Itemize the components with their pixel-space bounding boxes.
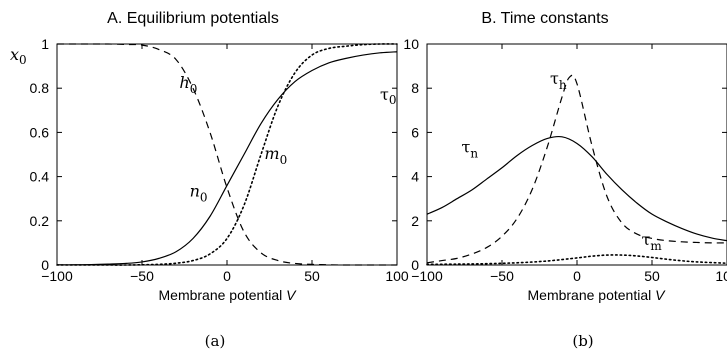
- panel-b-y-axis-label: τ0: [380, 85, 397, 107]
- panel-a-series-0-line: [56, 43, 397, 266]
- panel-b-y-tick-label: 8: [411, 80, 419, 96]
- panel-a-caption: (a): [205, 332, 226, 350]
- panel-b-series-m-line: [426, 254, 727, 266]
- panel-a-y-tick-label: 0: [41, 257, 49, 273]
- panel-a-series-0-line: [56, 43, 398, 266]
- panel-b-series-h-label: τh: [550, 69, 567, 92]
- panel-b-title: B. Time constants: [481, 10, 608, 27]
- panel-a-y-tick-label: 0.8: [30, 80, 50, 96]
- panel-b-x-tick-label: 50: [644, 268, 660, 284]
- panel-a-x-tick-label: 100: [385, 268, 409, 284]
- panel-b-series-m-label: τm: [642, 230, 663, 253]
- panel-a-series-0-label: n0: [190, 181, 208, 204]
- panel-b-series-h-line: [426, 74, 727, 264]
- panel-a: A. Equilibrium potentials x0 Membrane po…: [10, 10, 409, 350]
- panel-a-y-tick-label: 0.2: [30, 213, 50, 229]
- panel-a-y-tick-label: 0.6: [30, 124, 50, 140]
- panel-a-x-tick-label: 0: [223, 268, 231, 284]
- panel-b-y-tick-label: 4: [411, 169, 419, 185]
- panel-a-series-0-label: h0: [179, 73, 197, 96]
- panel-a-x-tick-label: −100: [41, 268, 73, 284]
- panel-b-y-tick-label: 2: [411, 213, 419, 229]
- panel-b-series-n-line: [426, 135, 727, 242]
- panel-b-x-tick-label: −100: [411, 268, 443, 284]
- panel-a-series-0-label: m0: [264, 144, 287, 167]
- panel-b-y-tick-label: 10: [403, 36, 419, 52]
- panel-b-y-tick-label: 6: [411, 124, 419, 140]
- panel-a-x-tick-label: −50: [130, 268, 154, 284]
- panel-b-caption: (b): [572, 332, 593, 350]
- panel-b-x-tick-label: −50: [490, 268, 514, 284]
- panel-a-plot-frame: [56, 43, 398, 266]
- panel-a-series-0-line: [56, 51, 398, 266]
- panel-a-y-tick-label: 0.4: [30, 169, 50, 185]
- panel-b-x-axis-label: Membrane potential V: [528, 287, 667, 303]
- panel-b: B. Time constants τ0 Membrane potential …: [380, 10, 727, 350]
- panel-a-x-tick-label: 50: [304, 268, 320, 284]
- panel-b-x-tick-label: 100: [715, 268, 727, 284]
- panel-a-title: A. Equilibrium potentials: [107, 10, 279, 27]
- panel-b-series-n-label: τn: [462, 137, 479, 160]
- panel-a-x-axis-label: Membrane potential V: [159, 287, 298, 303]
- panel-b-x-tick-label: 0: [573, 268, 581, 284]
- panel-a-y-tick-label: 1: [41, 36, 49, 52]
- panel-a-y-axis-label: x0: [10, 45, 27, 67]
- panel-b-y-tick-label: 0: [411, 257, 419, 273]
